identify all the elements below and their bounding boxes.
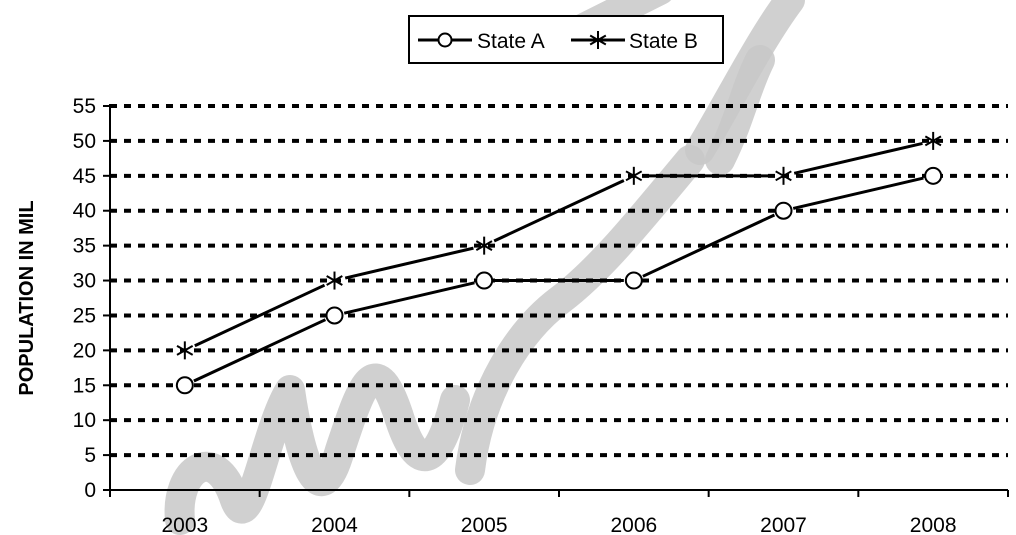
gridlines bbox=[110, 104, 1008, 458]
point-state-a-2005 bbox=[475, 271, 494, 290]
y-tick-label-35: 35 bbox=[73, 235, 96, 258]
point-state-b-2006-stroke-2 bbox=[625, 170, 643, 182]
point-state-b-2008 bbox=[924, 131, 942, 150]
x-tick-label-2004: 2004 bbox=[311, 514, 358, 535]
point-state-b-2006 bbox=[625, 166, 643, 185]
x-tick-label-2007: 2007 bbox=[760, 514, 807, 535]
y-tick-label-45: 45 bbox=[73, 165, 96, 188]
series-state-a bbox=[175, 166, 943, 395]
point-state-a-2006 bbox=[624, 271, 643, 290]
axes bbox=[103, 104, 1009, 497]
y-tick-label-10: 10 bbox=[73, 409, 96, 432]
legend-marker-state-a bbox=[437, 32, 453, 48]
y-tick-label-30: 30 bbox=[73, 270, 96, 293]
point-state-b-2003 bbox=[176, 341, 194, 360]
point-state-b-2005-stroke-2 bbox=[475, 240, 493, 252]
line-segment-state-b-0 bbox=[194, 283, 326, 348]
point-state-a-2008 bbox=[924, 166, 943, 185]
legend-asterisk-state-b-stroke-2 bbox=[589, 34, 607, 46]
y-tick-label-0: 0 bbox=[84, 479, 96, 502]
point-state-b-2008-stroke-2 bbox=[924, 135, 942, 147]
y-tick-label-20: 20 bbox=[73, 339, 96, 362]
point-state-b-2003-stroke-2 bbox=[176, 344, 194, 356]
line-segment-state-a-0 bbox=[193, 318, 327, 383]
point-state-b-2007 bbox=[775, 166, 792, 185]
x-tick-label-2005: 2005 bbox=[461, 514, 508, 535]
line-segment-state-b-2 bbox=[493, 179, 625, 243]
point-state-a-2004 bbox=[325, 306, 344, 325]
tick-labels: 0 5 10 15 20 25 30 35 40 45 50 55 2003 2004 2005 2006 20… bbox=[73, 95, 957, 535]
point-state-a-2003 bbox=[175, 376, 194, 395]
y-axis-label: POPULATION IN MIL bbox=[16, 200, 38, 395]
series-state-b bbox=[176, 131, 942, 360]
legend-asterisk-state-b bbox=[589, 31, 607, 49]
y-tick-label-55: 55 bbox=[73, 95, 96, 118]
legend-label-state-b: State B bbox=[629, 30, 698, 53]
watermark bbox=[164, 0, 805, 535]
legend: State A State B bbox=[408, 15, 724, 64]
series-layer bbox=[175, 131, 943, 395]
point-state-b-2004-stroke-2 bbox=[326, 275, 343, 286]
y-tick-label-25: 25 bbox=[73, 304, 96, 327]
point-state-b-2005 bbox=[475, 236, 493, 255]
line-segment-state-b-4 bbox=[793, 141, 923, 175]
y-tick-label-40: 40 bbox=[73, 200, 96, 223]
x-tick-label-2006: 2006 bbox=[610, 514, 657, 535]
y-tick-label-5: 5 bbox=[84, 444, 96, 467]
line-segment-state-b-1 bbox=[344, 246, 474, 280]
y-tick-label-15: 15 bbox=[73, 374, 96, 397]
y-tick-label-50: 50 bbox=[73, 130, 96, 153]
point-state-b-2004 bbox=[326, 271, 343, 290]
point-state-a-2007 bbox=[774, 201, 793, 220]
x-tick-label-2008: 2008 bbox=[910, 514, 957, 535]
line-segment-state-a-1 bbox=[343, 281, 475, 315]
x-tick-label-2003: 2003 bbox=[161, 514, 208, 535]
point-state-b-2007-stroke-2 bbox=[775, 170, 792, 182]
line-segment-state-a-3 bbox=[642, 213, 776, 278]
legend-label-state-a: State A bbox=[477, 30, 545, 53]
line-segment-state-a-4 bbox=[792, 176, 924, 210]
legend-marker-state-b bbox=[589, 31, 607, 49]
